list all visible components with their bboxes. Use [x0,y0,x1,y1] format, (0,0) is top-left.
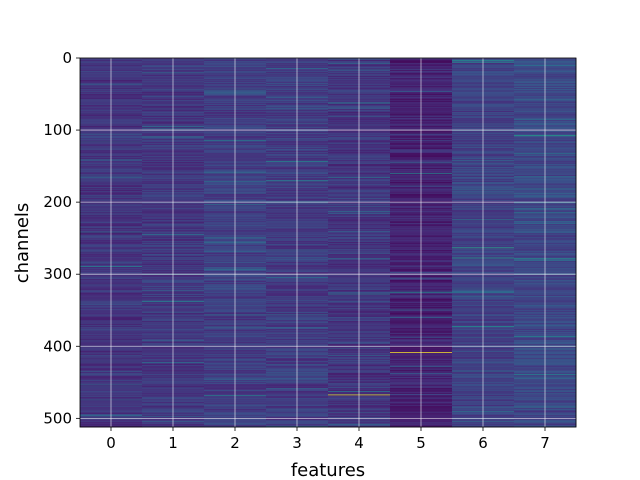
x-axis-label: features [291,460,365,480]
x-tick-label: 6 [478,434,488,452]
x-tick-label: 7 [540,434,550,452]
y-tick-label: 0 [62,49,72,67]
y-tick-label: 400 [43,337,72,355]
y-tick-label: 200 [43,193,72,211]
x-tick-label: 5 [416,434,426,452]
x-tick-label: 2 [230,434,240,452]
x-axis-ticks: 0 1 2 3 4 5 6 7 [106,427,550,452]
y-axis-ticks: 0 100 200 300 400 500 [43,49,80,427]
plot-frame [79,57,577,428]
x-tick-label: 3 [292,434,302,452]
grid-lines [79,57,577,428]
x-tick-label: 0 [106,434,116,452]
y-tick-label: 300 [43,265,72,283]
x-tick-label: 1 [168,434,178,452]
y-tick-label: 500 [43,409,72,427]
x-tick-label: 4 [354,434,364,452]
y-tick-label: 100 [43,121,72,139]
plot-area [80,58,577,428]
y-axis-label: channels [12,203,33,284]
